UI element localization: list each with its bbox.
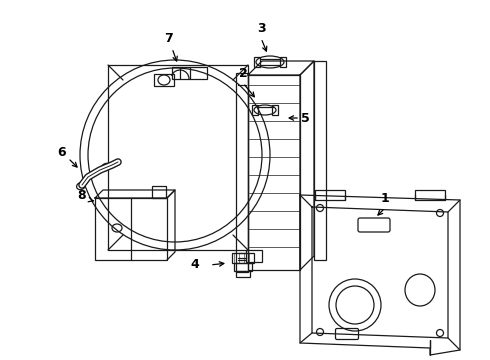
Text: 6: 6	[58, 145, 66, 158]
Bar	[252, 105, 258, 115]
Text: 4: 4	[191, 258, 199, 271]
Bar	[254, 57, 260, 67]
Text: 2: 2	[239, 67, 247, 80]
Bar	[315, 190, 345, 200]
Bar	[272, 105, 278, 115]
Bar	[152, 186, 166, 198]
Bar	[415, 190, 445, 200]
Bar	[95, 198, 167, 260]
Text: 3: 3	[257, 22, 265, 35]
Bar	[232, 253, 254, 263]
Bar	[246, 250, 262, 262]
Text: 7: 7	[164, 32, 172, 45]
Text: 5: 5	[301, 112, 309, 125]
Text: 1: 1	[381, 192, 390, 204]
Ellipse shape	[76, 183, 85, 190]
Bar	[172, 67, 207, 79]
Ellipse shape	[158, 75, 170, 85]
Bar	[236, 271, 250, 277]
Bar	[236, 73, 248, 272]
Bar	[314, 61, 326, 260]
Bar	[280, 57, 286, 67]
Text: 8: 8	[78, 189, 86, 202]
Bar	[234, 263, 252, 271]
Bar	[248, 75, 300, 270]
Bar	[108, 65, 248, 250]
Bar	[154, 74, 174, 86]
